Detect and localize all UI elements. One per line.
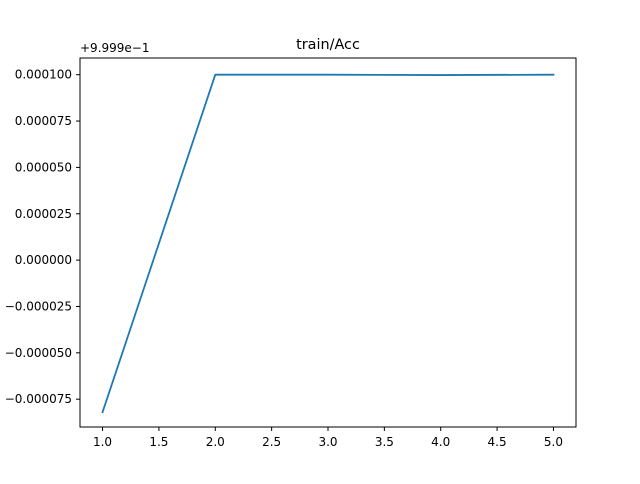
- y-axis-offset-label: +9.999e−1: [80, 41, 149, 55]
- x-tick-label: 1.5: [149, 435, 168, 449]
- x-tick-label: 2.5: [262, 435, 281, 449]
- axis-layer: 1.0 1.5 2.0 2.5 3.0 3.5 4.0 4.5 5.0 −0.000075 −0.0…: [5, 68, 563, 449]
- x-tick-label: 3.5: [375, 435, 394, 449]
- x-tick-label: 1.0: [93, 435, 112, 449]
- x-tick-label: 2.0: [206, 435, 225, 449]
- y-tick-label: −0.000025: [5, 299, 72, 313]
- y-tick-label: 0.000025: [15, 207, 72, 221]
- y-tick-label: −0.000050: [5, 346, 72, 360]
- chart-title: train/Acc: [296, 37, 360, 53]
- x-tick-label: 5.0: [544, 435, 563, 449]
- series-layer: [101, 73, 555, 414]
- x-tick-label: 3.0: [318, 435, 337, 449]
- y-tick-label: 0.000075: [15, 114, 72, 128]
- x-tick-label: 4.0: [431, 435, 450, 449]
- x-tick-label: 4.5: [488, 435, 507, 449]
- y-tick-label: −0.000075: [5, 392, 72, 406]
- y-tick-label: 0.000050: [15, 160, 72, 174]
- y-tick-label: 0.000100: [15, 68, 72, 82]
- series-line: [101, 73, 555, 414]
- y-tick-label: 0.000000: [15, 253, 72, 267]
- plot-area-frame: [79, 57, 577, 428]
